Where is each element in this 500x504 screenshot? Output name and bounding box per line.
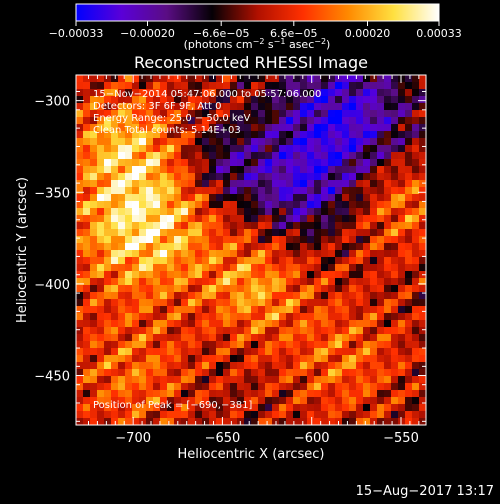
image-annotation: Detectors: 3F 6F 9F, Att 0 [93, 101, 221, 112]
colorbar-tick-label: −0.00033 [49, 27, 104, 40]
x-tick-label: −700 [115, 431, 151, 446]
y-tick-label: −300 [34, 95, 70, 110]
colorbar-tick-label: 0.00020 [345, 27, 391, 40]
y-axis-label: Heliocentric Y (arcsec) [15, 177, 30, 323]
footer-date: 15−Aug−2017 13:17 [356, 484, 494, 499]
image-annotation: Clean Total counts: 5.14E+03 [93, 125, 241, 136]
chart-title: Reconstructed RHESSI Image [134, 53, 368, 72]
x-axis: −700 −650 −600 −550 [88, 75, 420, 446]
reconstructed-image-pixels [76, 75, 426, 425]
colorbar-tick-labels: −0.00033 −0.00020 −6.6e−05 6.6e−05 0.00020 0.… [49, 27, 462, 40]
colorbar-tick-label: 0.00033 [416, 27, 462, 40]
plot-frame [75, 74, 427, 426]
colorbar-ticks [75, 21, 440, 26]
y-axis: −300 −350 −400 −450 [34, 90, 426, 422]
image-annotation: Energy Range: 25.0 − 50.0 keV [93, 113, 250, 124]
x-axis-label: Heliocentric X (arcsec) [178, 447, 325, 462]
x-tick-label: −550 [383, 431, 419, 446]
image-annotations: 15−Nov−2014 05:47:06.000 to 05:57:06.000… [93, 89, 321, 411]
colorbar-tick-label: 6.6e−05 [270, 27, 317, 40]
colorbar-gradient [75, 3, 440, 22]
image-annotation: 15−Nov−2014 05:47:06.000 to 05:57:06.000 [93, 89, 321, 100]
y-tick-label: −400 [34, 278, 70, 293]
y-tick-label: −450 [34, 370, 70, 385]
colorbar: −0.00033 −0.00020 −6.6e−05 6.6e−05 0.00020 0.… [49, 3, 462, 51]
x-tick-label: −600 [294, 431, 330, 446]
colorbar-tick-label: −6.6e−05 [193, 27, 250, 40]
y-tick-label: −350 [34, 186, 70, 201]
image-plot-area [76, 75, 426, 425]
colorbar-tick-label: −0.00020 [120, 27, 175, 40]
x-tick-label: −650 [205, 431, 241, 446]
image-annotation: Position of Peak = [−690,−381] [93, 400, 252, 411]
colorbar-units-label: (photons cm−2 s−1 asec−2) [184, 37, 331, 51]
